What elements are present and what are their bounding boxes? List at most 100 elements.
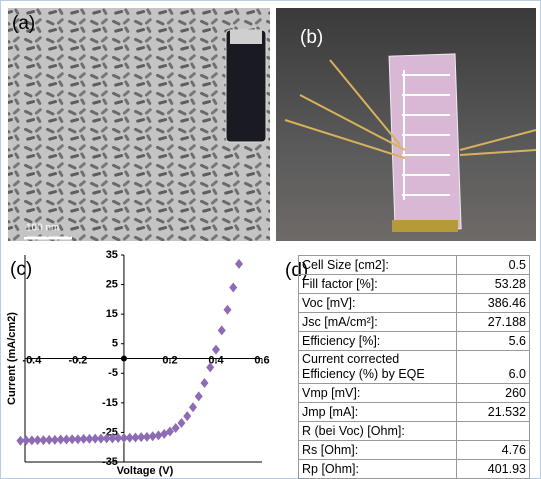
data-point xyxy=(223,304,232,315)
parameter-table: Cell Size [cm2]: 0.5 Fill factor [%]: 53.28… xyxy=(298,255,530,479)
data-point xyxy=(108,433,117,444)
data-point xyxy=(22,435,31,446)
data-point xyxy=(91,433,100,444)
value-cell xyxy=(456,421,530,441)
data-point xyxy=(50,434,59,445)
label-cell: Rp [Ohm]: xyxy=(298,459,457,479)
label-cell: Vmp [mV]: xyxy=(298,383,457,403)
table-row: Jsc [mA/cm²]: 27.188 xyxy=(298,312,530,332)
table-row: Rp [Ohm]: 401.93 xyxy=(298,459,530,479)
y-tick-label: -35 xyxy=(102,456,118,468)
data-point xyxy=(114,433,123,444)
value-cell: 0.5 xyxy=(456,255,530,275)
chip-edge xyxy=(392,220,458,232)
data-point xyxy=(73,434,82,445)
y-tick-label: 5 xyxy=(112,338,118,350)
electrode-pattern xyxy=(402,70,450,200)
x-tick-label: 0.2 xyxy=(162,354,177,366)
panel-label: (c) xyxy=(10,259,32,280)
data-point xyxy=(27,435,36,446)
table-row: Rs [Ohm]: 4.76 xyxy=(298,440,530,460)
table-row: Jmp [mA]: 21.532 xyxy=(298,402,530,422)
data-point xyxy=(206,362,215,373)
label-cell: Efficiency [%]: xyxy=(298,331,457,351)
value-cell: 6.0 xyxy=(456,350,530,384)
probe-wires xyxy=(284,59,537,159)
table-row: Voc [mV]: 386.46 xyxy=(298,293,530,313)
data-point xyxy=(16,435,25,446)
value-cell: 386.46 xyxy=(456,293,530,313)
y-axis-label: Current (mA/cm2) xyxy=(6,312,18,405)
data-point xyxy=(229,282,238,293)
data-point xyxy=(188,402,197,413)
data-point xyxy=(142,431,151,442)
panel-label: (a) xyxy=(12,13,35,34)
table-row: Cell Size [cm2]: 0.5 xyxy=(298,255,530,275)
y-tick-label: -5 xyxy=(108,367,118,379)
data-point xyxy=(39,435,48,446)
table-row: Efficiency [%]: 5.6 xyxy=(298,331,530,351)
value-cell: 260 xyxy=(456,383,530,403)
label-cell: Jmp [mA]: xyxy=(298,402,457,422)
label-cell: Current corrected Efficiency (%) by EQE xyxy=(298,350,457,384)
data-point xyxy=(62,434,71,445)
data-point xyxy=(45,434,54,445)
data-point xyxy=(96,433,105,444)
label-cell: Voc [mV]: xyxy=(298,293,457,313)
data-point xyxy=(85,433,94,444)
data-point xyxy=(68,434,77,445)
origin-dot xyxy=(120,355,127,362)
value-cell: 401.93 xyxy=(456,459,530,479)
data-point xyxy=(183,411,192,422)
table-row: R (bei Voc) [Ohm]: xyxy=(298,421,530,441)
data-point xyxy=(200,378,209,389)
value-cell: 27.188 xyxy=(456,312,530,332)
label-cell: Jsc [mA/cm²]: xyxy=(298,312,457,332)
data-point xyxy=(102,433,111,444)
table-row: Vmp [mV]: 260 xyxy=(298,383,530,403)
data-point xyxy=(211,344,220,355)
x-tick-label: 0.4 xyxy=(208,354,224,366)
y-tick-label: 25 xyxy=(106,278,118,290)
value-cell: 53.28 xyxy=(456,274,530,294)
y-tick-label: 15 xyxy=(106,308,118,320)
y-tick-label: 35 xyxy=(106,249,118,261)
label-cell: R (bei Voc) [Ohm]: xyxy=(298,421,457,441)
device-chip xyxy=(388,53,462,232)
data-point xyxy=(171,422,180,433)
scale-bar-label: 100 nm xyxy=(26,223,59,234)
value-cell: 21.532 xyxy=(456,402,530,422)
data-point xyxy=(56,434,65,445)
table-row: Fill factor [%]: 53.28 xyxy=(298,274,530,294)
value-cell: 5.6 xyxy=(456,331,530,351)
x-axis-label: Voltage (V) xyxy=(117,465,174,477)
value-cell: 4.76 xyxy=(456,440,530,460)
table-row: Current corrected Efficiency (%) by EQE 6… xyxy=(298,350,530,384)
data-point xyxy=(234,258,243,269)
x-tick-label: -0.2 xyxy=(68,354,87,366)
label-cell: Fill factor [%]: xyxy=(298,274,457,294)
label-cell: Rs [Ohm]: xyxy=(298,440,457,460)
data-point xyxy=(217,325,226,336)
data-point xyxy=(137,432,146,443)
vial-cap xyxy=(230,30,262,44)
data-point xyxy=(177,417,186,428)
y-tick-label: -15 xyxy=(102,397,118,409)
data-point xyxy=(194,391,203,402)
data-point xyxy=(125,432,134,443)
data-point xyxy=(119,433,128,444)
data-point xyxy=(154,430,163,441)
data-point xyxy=(148,431,157,442)
data-point xyxy=(79,433,88,444)
x-tick-label: 0.6 xyxy=(254,354,269,366)
data-point xyxy=(165,426,174,437)
data-point xyxy=(131,432,140,443)
x-tick-label: -0.4 xyxy=(22,354,42,366)
data-point xyxy=(33,435,42,446)
label-cell: Cell Size [cm2]: xyxy=(298,255,457,275)
panel-label: (b) xyxy=(300,27,323,48)
